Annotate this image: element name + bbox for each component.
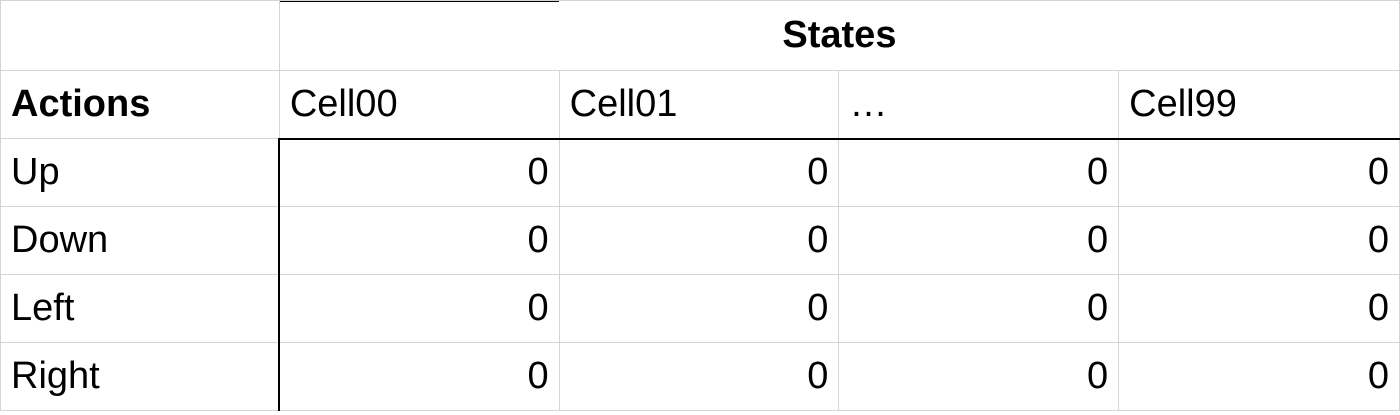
actions-header[interactable]: Actions <box>0 70 280 139</box>
states-header[interactable]: States <box>278 0 1400 71</box>
row-label-down[interactable]: Down <box>0 206 280 275</box>
column-header-ellipsis[interactable]: … <box>838 70 1120 139</box>
value-cell[interactable]: 0 <box>838 137 1120 207</box>
table-row: Up 0 0 0 0 <box>0 137 1400 207</box>
row-label-left[interactable]: Left <box>0 274 280 343</box>
column-header-cell01[interactable]: Cell01 <box>558 70 840 139</box>
value-cell[interactable]: 0 <box>278 206 560 275</box>
column-header-cell99[interactable]: Cell99 <box>1118 70 1400 139</box>
value-cell[interactable]: 0 <box>558 342 840 411</box>
value-cell[interactable]: 0 <box>278 342 560 411</box>
value-cell[interactable]: 0 <box>838 274 1120 343</box>
value-cell[interactable]: 0 <box>278 137 560 207</box>
value-cell[interactable]: 0 <box>278 274 560 343</box>
table-row: Down 0 0 0 0 <box>0 206 1400 275</box>
value-cell[interactable]: 0 <box>558 274 840 343</box>
value-cell[interactable]: 0 <box>558 206 840 275</box>
empty-corner-cell[interactable] <box>0 0 280 71</box>
value-cell[interactable]: 0 <box>1118 274 1400 343</box>
value-cell[interactable]: 0 <box>1118 206 1400 275</box>
value-cell[interactable]: 0 <box>1118 342 1400 411</box>
value-cell[interactable]: 0 <box>838 342 1120 411</box>
row-label-right[interactable]: Right <box>0 342 280 411</box>
table-row: Right 0 0 0 0 <box>0 342 1400 411</box>
row-label-up[interactable]: Up <box>0 138 280 207</box>
column-header-cell00[interactable]: Cell00 <box>278 70 560 139</box>
value-cell[interactable]: 0 <box>558 137 840 207</box>
value-cell[interactable]: 0 <box>838 206 1120 275</box>
value-cell[interactable]: 0 <box>1118 137 1400 207</box>
table-row: Left 0 0 0 0 <box>0 274 1400 343</box>
